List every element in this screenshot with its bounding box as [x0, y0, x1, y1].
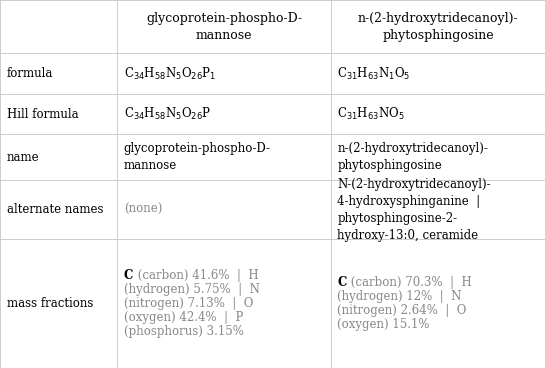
Text: (carbon) 70.3%  |  H: (carbon) 70.3% | H [347, 276, 472, 289]
Text: C: C [337, 276, 347, 289]
Text: Hill formula: Hill formula [7, 107, 78, 121]
Text: C: C [124, 269, 133, 282]
Text: (hydrogen) 5.75%  |  N: (hydrogen) 5.75% | N [124, 283, 259, 296]
Text: glycoprotein-phospho-D-
mannose: glycoprotein-phospho-D- mannose [146, 12, 302, 42]
Text: C$_{31}$H$_{63}$N$_{1}$O$_{5}$: C$_{31}$H$_{63}$N$_{1}$O$_{5}$ [337, 66, 411, 82]
Text: (hydrogen) 12%  |  N: (hydrogen) 12% | N [337, 290, 462, 303]
Text: (nitrogen) 2.64%  |  O: (nitrogen) 2.64% | O [337, 304, 467, 317]
Text: n-(2-hydroxytridecanoyl)-
phytosphingosine: n-(2-hydroxytridecanoyl)- phytosphingosi… [358, 12, 518, 42]
Text: C$_{34}$H$_{58}$N$_{5}$O$_{26}$P: C$_{34}$H$_{58}$N$_{5}$O$_{26}$P [124, 106, 211, 122]
Text: N-(2-hydroxytridecanoyl)-
4-hydroxysphinganine  |
phytosphingosine-2-
hydroxy-13: N-(2-hydroxytridecanoyl)- 4-hydroxysphin… [337, 178, 491, 242]
Text: (carbon) 41.6%  |  H: (carbon) 41.6% | H [134, 269, 258, 282]
Text: name: name [7, 151, 39, 164]
Text: formula: formula [7, 67, 53, 80]
Text: mass fractions: mass fractions [7, 297, 93, 310]
Text: (oxygen) 42.4%  |  P: (oxygen) 42.4% | P [124, 311, 243, 324]
Text: (none): (none) [124, 203, 162, 216]
Text: (phosphorus) 3.15%: (phosphorus) 3.15% [124, 325, 244, 338]
Text: (nitrogen) 7.13%  |  O: (nitrogen) 7.13% | O [124, 297, 253, 310]
Text: n-(2-hydroxytridecanoyl)-
phytosphingosine: n-(2-hydroxytridecanoyl)- phytosphingosi… [337, 142, 488, 172]
Text: glycoprotein-phospho-D-
mannose: glycoprotein-phospho-D- mannose [124, 142, 271, 172]
Text: alternate names: alternate names [7, 203, 103, 216]
Text: C$_{31}$H$_{63}$NO$_{5}$: C$_{31}$H$_{63}$NO$_{5}$ [337, 106, 405, 122]
Text: C$_{34}$H$_{58}$N$_{5}$O$_{26}$P$_{1}$: C$_{34}$H$_{58}$N$_{5}$O$_{26}$P$_{1}$ [124, 66, 216, 82]
Text: (oxygen) 15.1%: (oxygen) 15.1% [337, 318, 430, 331]
